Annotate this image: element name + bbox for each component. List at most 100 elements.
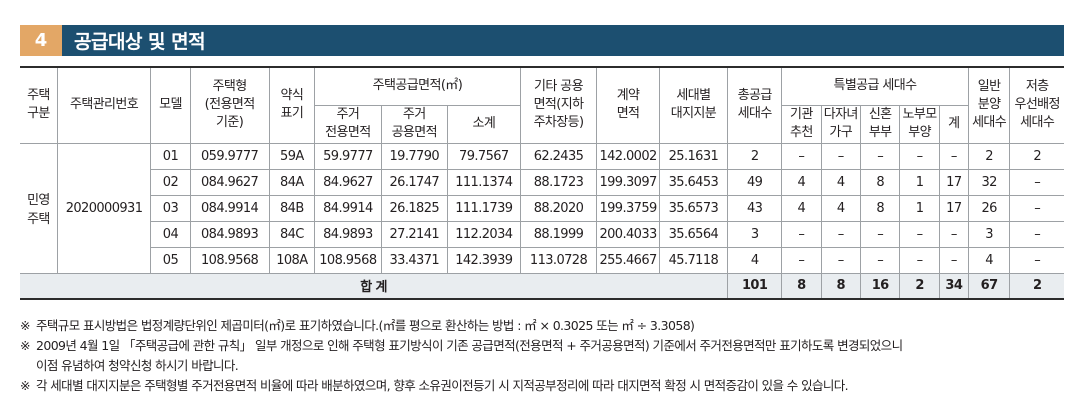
multichild-cell: 4: [820, 168, 861, 196]
header-common: 주거 공용면적: [380, 104, 449, 144]
house-type-cell: 084.9627: [189, 168, 270, 196]
note-text: 2009년 4월 1일 「주택공급에 관한 규칙」 일부 개정으로 인해 주택형…: [36, 338, 903, 373]
general-cell: 26: [967, 194, 1011, 222]
land-cell: 35.6564: [658, 220, 729, 248]
general-cell: 32: [967, 168, 1011, 196]
exclusive-cell: 84.9893: [314, 220, 382, 248]
subtotal-cell: 112.2034: [447, 220, 521, 248]
table-row: 05 108.9568 108A 108.9568 33.4371 142.39…: [20, 246, 1064, 274]
institution-sum: 8: [781, 272, 822, 300]
institution-cell: 4: [781, 168, 822, 196]
section-number: 4: [20, 25, 62, 56]
total-supply-cell: 49: [727, 168, 783, 196]
special-total-cell: –: [938, 142, 969, 170]
common-cell: 19.7790: [380, 142, 449, 170]
footnote: ※ 각 세대별 대지지분은 주택형별 주거전용면적 비율에 따라 배분하였으며,…: [20, 376, 1070, 396]
supply-table: 주택 구분 주택관리번호 모델 주택형 (전용면적 기준) 약식 표기 주택공급면적(㎡…: [20, 66, 1064, 300]
header-special-total: 계: [938, 104, 969, 144]
total-row: 합 계 101 8 8 16 2 34 67 2: [20, 272, 1064, 300]
other-common-cell: 62.2435: [519, 142, 598, 170]
elderly-cell: –: [899, 246, 940, 274]
footnote: ※ 주택규모 표시방법은 법정계량단위인 제곱미터(㎡)로 표기하였습니다.(㎡…: [20, 316, 1070, 336]
model-cell: 04: [150, 220, 191, 248]
subtotal-cell: 111.1739: [447, 194, 521, 222]
header-contract: 계약 면적: [596, 66, 660, 144]
total-supply-cell: 4: [727, 246, 783, 274]
note-mark: ※: [20, 338, 30, 353]
contract-cell: 255.4667: [596, 246, 660, 274]
mgmt-no-cell: 2020000931: [56, 142, 152, 274]
housing-type-cell: 민영 주택: [20, 142, 58, 274]
multichild-cell: –: [820, 220, 861, 248]
header-elderly: 노부모 부양: [899, 104, 940, 144]
lowest-cell: –: [1009, 220, 1064, 248]
multichild-cell: –: [820, 142, 861, 170]
header-subtotal: 소계: [447, 104, 521, 144]
common-cell: 27.2141: [380, 220, 449, 248]
land-cell: 35.6573: [658, 194, 729, 222]
section-title: 공급대상 및 면적: [74, 31, 206, 53]
other-common-cell: 113.0728: [519, 246, 598, 274]
exclusive-cell: 108.9568: [314, 246, 382, 274]
header-house-type: 주택형 (전용면적 기준): [189, 66, 270, 144]
institution-cell: –: [781, 142, 822, 170]
elderly-cell: –: [899, 220, 940, 248]
lowest-sum: 2: [1009, 272, 1064, 300]
lowest-cell: 2: [1009, 142, 1064, 170]
total-label: 합 계: [20, 272, 729, 300]
multichild-cell: 4: [820, 194, 861, 222]
exclusive-cell: 59.9777: [314, 142, 382, 170]
land-cell: 45.7118: [658, 246, 729, 274]
special-total-cell: –: [938, 246, 969, 274]
contract-cell: 199.3097: [596, 168, 660, 196]
contract-cell: 200.4033: [596, 220, 660, 248]
house-type-cell: 059.9777: [189, 142, 270, 170]
total-supply-cell: 3: [727, 220, 783, 248]
multichild-cell: –: [820, 246, 861, 274]
lowest-cell: –: [1009, 194, 1064, 222]
table-row: 02 084.9627 84A 84.9627 26.1747 111.1374…: [20, 168, 1064, 196]
header-supply-area: 주택공급면적(㎡): [314, 66, 521, 106]
lowest-cell: –: [1009, 168, 1064, 196]
header-newlywed: 신혼 부부: [859, 104, 901, 144]
subtotal-cell: 111.1374: [447, 168, 521, 196]
subtotal-cell: 79.7567: [447, 142, 521, 170]
header-other-common: 기타 공용 면적(지하 주차장등): [519, 66, 598, 144]
abbr-cell: 84A: [268, 168, 316, 196]
house-type-cell: 084.9914: [189, 194, 270, 222]
institution-cell: –: [781, 246, 822, 274]
subtotal-cell: 142.3939: [447, 246, 521, 274]
multichild-sum: 8: [820, 272, 861, 300]
header-special: 특별공급 세대수: [781, 66, 969, 106]
abbr-cell: 84C: [268, 220, 316, 248]
note-mark: ※: [20, 318, 30, 333]
header-multichild: 다자녀 가구: [820, 104, 861, 144]
institution-cell: –: [781, 220, 822, 248]
newlywed-sum: 16: [859, 272, 901, 300]
header-land: 세대별 대지지분: [658, 66, 729, 144]
general-cell: 4: [967, 246, 1011, 274]
header-lowest: 저층 우선배정 세대수: [1009, 66, 1064, 144]
model-cell: 03: [150, 194, 191, 222]
header-type: 주택 구분: [20, 66, 58, 144]
table-row: 민영 주택 2020000931 01 059.9777 59A 59.9777 …: [20, 142, 1064, 274]
elderly-sum: 2: [899, 272, 940, 300]
note-text: 주택규모 표시방법은 법정계량단위인 제곱미터(㎡)로 표기하였습니다.(㎡를 …: [36, 318, 695, 333]
table-row: 03 084.9914 84B 84.9914 26.1825 111.1739…: [20, 194, 1064, 222]
general-cell: 3: [967, 220, 1011, 248]
total-supply-cell: 2: [727, 142, 783, 170]
header-mgmt-no: 주택관리번호: [56, 66, 152, 144]
lowest-cell: –: [1009, 246, 1064, 274]
note-mark: ※: [20, 378, 30, 393]
institution-cell: 4: [781, 194, 822, 222]
exclusive-cell: 84.9627: [314, 168, 382, 196]
elderly-cell: 1: [899, 194, 940, 222]
common-cell: 26.1825: [380, 194, 449, 222]
newlywed-cell: –: [859, 220, 901, 248]
contract-cell: 199.3759: [596, 194, 660, 222]
footnotes: ※ 주택규모 표시방법은 법정계량단위인 제곱미터(㎡)로 표기하였습니다.(㎡…: [20, 316, 1070, 396]
common-cell: 33.4371: [380, 246, 449, 274]
abbr-cell: 59A: [268, 142, 316, 170]
newlywed-cell: 8: [859, 194, 901, 222]
footnote: ※ 2009년 4월 1일 「주택공급에 관한 규칙」 일부 개정으로 인해 주…: [20, 336, 1070, 376]
